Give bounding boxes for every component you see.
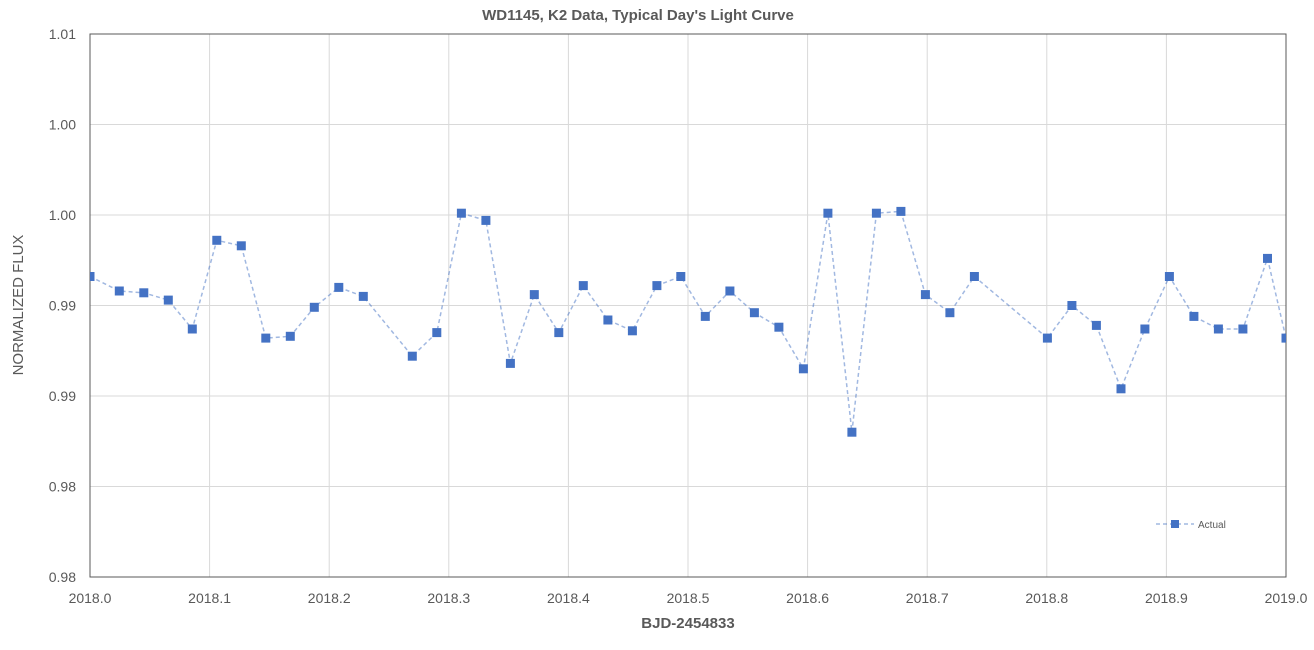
data-point: 2018.1675, 0.9933 [285, 331, 295, 341]
tick-labels: 2018.0 2018.1 2018.2 2018.3 2018.4 2018.5 2018… [49, 26, 1308, 606]
data-point: 2018.2695, 0.9922 [407, 351, 417, 361]
x-tick-label: 2018.8 [1025, 590, 1068, 606]
data-point: 2018.147, 0.9932 [261, 333, 271, 343]
data-point: 2018.045, 0.9957 [139, 288, 149, 298]
data-point: 2018.1265, 0.9983 [236, 241, 246, 251]
data-point: 2018.2285, 0.9955 [358, 291, 368, 301]
data-point: 2018.882, 0.9937 [1140, 324, 1150, 334]
data-point: 2018.862, 0.9904 [1116, 384, 1126, 394]
x-tick-label: 2018.5 [667, 590, 710, 606]
data-point: 2018.4535, 0.9936 [627, 326, 637, 336]
legend-marker [1171, 520, 1179, 528]
data-point: 2018.7395, 0.9966 [969, 272, 979, 281]
legend-label: Actual [1198, 520, 1226, 531]
data-point: 2018.535, 0.9958 [725, 286, 735, 296]
y-tick-label: 0.98 [49, 569, 76, 585]
data-point: 2018.5555, 0.9946 [749, 308, 759, 318]
data-point: 2018.8415, 0.9939 [1091, 320, 1101, 330]
data-point: 2018.5145, 0.9944 [700, 311, 710, 321]
data-point: 2018.821, 0.995 [1067, 301, 1077, 310]
x-tick-label: 2018.6 [786, 590, 829, 606]
data-point: 2018.474, 0.9961 [652, 281, 662, 291]
gridlines [90, 34, 1286, 577]
x-tick-label: 2018.0 [69, 590, 112, 606]
data-point: 2018.106, 0.9986 [212, 235, 222, 245]
x-tick-label: 2018.9 [1145, 590, 1188, 606]
y-tick-label: 1.00 [49, 117, 76, 133]
data-point: 2018.576, 0.9938 [774, 322, 784, 332]
data-point: 2018.9025, 0.9966 [1164, 272, 1174, 281]
data-point: 2018.617, 1.0001 [823, 208, 833, 218]
data-point: 2018.494, 0.9966 [676, 272, 686, 281]
data-point: 2018.0855, 0.9937 [187, 324, 197, 334]
plot-area-frame [89, 33, 1287, 578]
data-point: 2018.9435, 0.9937 [1213, 324, 1223, 334]
x-tick-label: 2019.0 [1265, 590, 1308, 606]
data-point: 2018.964, 0.9937 [1238, 324, 1248, 334]
x-tick-label: 2018.7 [906, 590, 949, 606]
data-point: 2018.433, 0.9942 [603, 315, 613, 325]
data-point: 2019, 0.9932 [1281, 333, 1286, 343]
data-point: 2018.29, 0.9935 [432, 328, 442, 338]
data-point: 2018.3105, 1.0001 [456, 208, 466, 218]
y-axis-title: NORMALIZED FLUX [10, 235, 27, 376]
y-tick-label: 1.01 [49, 26, 76, 42]
chart-title: WD1145, K2 Data, Typical Day's Light Cur… [482, 7, 794, 24]
x-tick-label: 2018.1 [188, 590, 231, 606]
y-tick-label: 0.99 [49, 298, 76, 314]
data-point: 2018, 0.9966 [90, 272, 95, 281]
data-point: 2018.8005, 0.9932 [1042, 333, 1052, 343]
data-point: 2018.6575, 1.0001 [871, 208, 881, 218]
x-axis-title: BJD-2454833 [641, 615, 734, 632]
y-tick-label: 0.98 [49, 479, 76, 495]
data-point: 2018.0655, 0.9953 [163, 295, 173, 305]
x-tick-label: 2018.2 [308, 590, 351, 606]
data-point: 2018.6985, 0.9956 [920, 290, 930, 300]
series-layer: 2018, 0.9966 2018.0245, 0.9958 2018.045, 0… [90, 206, 1286, 437]
data-point: 2018.4125, 0.9961 [578, 281, 588, 291]
data-point: 2018.637, 0.988 [847, 427, 857, 437]
legend: Actual [1156, 520, 1226, 531]
data-point: 2018.719, 0.9946 [945, 308, 955, 318]
data-point: 2018.9845, 0.9976 [1263, 253, 1272, 263]
data-point: 2018.331, 0.9997 [481, 215, 491, 225]
x-tick-label: 2018.4 [547, 590, 590, 606]
data-point: 2018.5965, 0.9915 [798, 364, 808, 374]
data-point: 2018.923, 0.9944 [1189, 311, 1199, 321]
x-tick-label: 2018.3 [427, 590, 470, 606]
data-point: 2018.1875, 0.9949 [309, 302, 319, 312]
data-point: 2018.678, 1.0002 [896, 206, 906, 216]
data-point: 2018.208, 0.996 [334, 282, 344, 292]
data-point: 2018.3515, 0.9918 [505, 358, 515, 368]
data-point: 2018.3715, 0.9956 [529, 290, 539, 300]
data-point: 2018.392, 0.9935 [554, 328, 564, 338]
data-point: 2018.0245, 0.9958 [114, 286, 124, 296]
y-tick-label: 1.00 [49, 207, 76, 223]
series-line-actual [90, 210, 1286, 433]
y-tick-label: 0.99 [49, 388, 76, 404]
